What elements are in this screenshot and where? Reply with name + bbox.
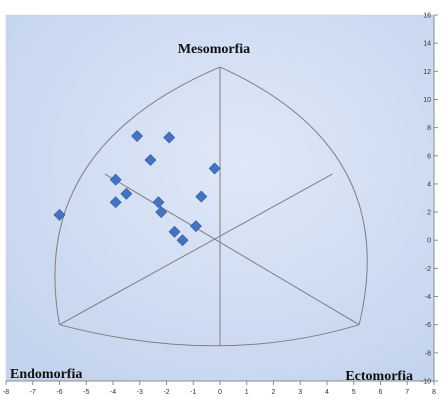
y-tick-label: 0 xyxy=(427,238,431,245)
x-tick-label: -6 xyxy=(56,389,62,396)
data-point xyxy=(109,173,122,186)
x-tick-label: -8 xyxy=(3,389,9,396)
y-tick-label: -4 xyxy=(425,294,431,301)
y-tick-label: -2 xyxy=(425,266,431,273)
x-tick-label: 1 xyxy=(245,389,249,396)
y-tick-label: 14 xyxy=(423,41,431,48)
data-point xyxy=(168,225,181,238)
data-point xyxy=(152,196,165,209)
y-tick-label: 6 xyxy=(427,153,431,160)
inner-line-ecto xyxy=(104,173,360,326)
y-tick-label: 12 xyxy=(423,69,431,76)
data-point xyxy=(163,131,176,144)
y-tick-label: -10 xyxy=(421,379,431,386)
x-tick-label: -3 xyxy=(137,389,143,396)
outline-bottom-arc xyxy=(59,324,360,347)
y-axis: -10 -8 -6 -4 -2 0 2 4 6 8 10 12 14 16 xyxy=(421,13,438,386)
data-point xyxy=(155,206,168,219)
x-tick-label: 0 xyxy=(218,389,222,396)
y-tick-label: 2 xyxy=(427,210,431,217)
label-mesomorfia: Mesomorfia xyxy=(178,42,250,57)
x-tick-label: 5 xyxy=(352,389,356,396)
y-tick-label: 8 xyxy=(427,125,431,132)
x-tick-label: 7 xyxy=(405,389,409,396)
label-endomorfia: Endomorfia xyxy=(10,367,82,382)
x-tick-label: -7 xyxy=(30,389,36,396)
x-tick-label: -2 xyxy=(163,389,169,396)
y-tick-label: 4 xyxy=(427,181,431,188)
data-points xyxy=(53,130,221,247)
data-point xyxy=(208,162,221,175)
y-tick-label: -6 xyxy=(425,322,431,329)
x-tick-label: 3 xyxy=(298,389,302,396)
data-point xyxy=(176,234,189,247)
data-point xyxy=(190,220,202,233)
data-point xyxy=(53,208,66,221)
y-tick-label: -8 xyxy=(425,350,431,357)
data-point xyxy=(195,190,208,203)
data-point xyxy=(131,130,143,142)
label-ectomorfia: Ectomorfia xyxy=(345,369,413,384)
x-tick-label: 6 xyxy=(379,389,383,396)
data-point xyxy=(120,187,133,200)
x-tick-label: -5 xyxy=(83,389,89,396)
x-axis: -8 -7 -6 -5 -4 -3 -2 -1 0 1 2 3 4 5 6 7 8 xyxy=(3,380,436,396)
outline-right-arc xyxy=(219,66,368,325)
data-point xyxy=(109,196,122,209)
y-tick-label: 10 xyxy=(423,97,431,104)
x-tick-label: -1 xyxy=(190,389,196,396)
x-tick-label: -4 xyxy=(110,389,116,396)
x-tick-label: 8 xyxy=(432,389,436,396)
somatochart-outline xyxy=(54,66,368,347)
x-tick-label: 4 xyxy=(325,389,329,396)
inner-line-endo xyxy=(59,173,333,326)
data-point xyxy=(144,154,157,166)
outline-left-arc xyxy=(54,66,221,325)
y-tick-label: 16 xyxy=(423,13,431,20)
x-tick-label: 2 xyxy=(272,389,276,396)
